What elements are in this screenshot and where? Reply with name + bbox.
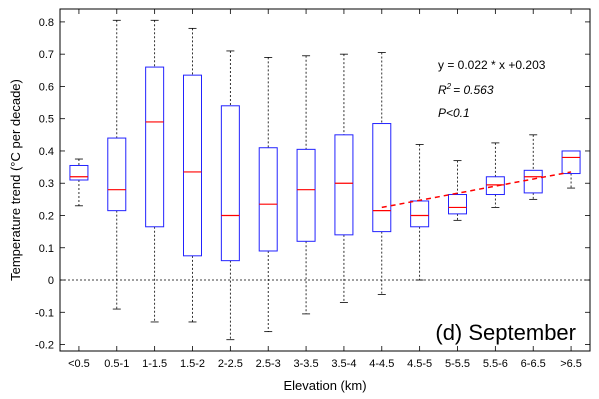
iqr-box bbox=[410, 200, 430, 228]
x-tick-label: 3.5-4 bbox=[331, 358, 356, 370]
box-4.5-5 bbox=[410, 144, 430, 281]
x-axis-label: Elevation (km) bbox=[283, 378, 366, 393]
y-tick-label: 0.1 bbox=[39, 243, 54, 255]
x-tick-label: 4.5-5 bbox=[407, 358, 432, 370]
panel-title: (d) September bbox=[435, 320, 576, 345]
iqr-box bbox=[69, 164, 89, 181]
box-1.5-2 bbox=[183, 27, 202, 323]
box-5-5.5 bbox=[448, 160, 467, 221]
x-tick-label: 3-3.5 bbox=[294, 358, 319, 370]
box-6-6.5 bbox=[523, 134, 543, 200]
x-tick-label: 1.5-2 bbox=[180, 358, 205, 370]
iqr-box bbox=[561, 150, 581, 175]
y-tick-label: -0.2 bbox=[35, 340, 54, 352]
x-tick-label: >6.5 bbox=[560, 358, 582, 370]
box->6.5 bbox=[561, 150, 581, 189]
box-5.5-6 bbox=[485, 142, 505, 208]
iqr-box bbox=[448, 194, 467, 215]
box-2.5-3 bbox=[258, 56, 278, 333]
x-tick-label: 5-5.5 bbox=[445, 358, 470, 370]
iqr-box bbox=[145, 66, 165, 228]
iqr-box bbox=[220, 105, 240, 262]
box-1-1.5 bbox=[145, 19, 165, 323]
iqr-box bbox=[296, 148, 316, 242]
y-tick-label: 0.2 bbox=[39, 210, 54, 222]
r-squared-value: = 0.563 bbox=[453, 83, 494, 97]
x-tick-label: 2.5-3 bbox=[256, 358, 281, 370]
x-tick-label: 6-6.5 bbox=[521, 358, 546, 370]
iqr-box bbox=[107, 137, 127, 212]
boxes-group bbox=[69, 19, 581, 341]
y-tick-label: 0.7 bbox=[39, 49, 54, 61]
iqr-box bbox=[485, 176, 505, 196]
y-tick-label: -0.1 bbox=[35, 307, 54, 319]
r-squared-superscript: 2 bbox=[446, 82, 452, 91]
iqr-box bbox=[258, 147, 278, 252]
r-squared-symbol: R bbox=[438, 83, 447, 97]
x-tick-label: 5.5-6 bbox=[483, 358, 508, 370]
box-0.5-1 bbox=[107, 19, 127, 310]
y-tick-label: 0.3 bbox=[39, 178, 54, 190]
y-tick-label: 0.6 bbox=[39, 81, 54, 93]
y-axis-label: Temperature trend (°C per decade) bbox=[8, 79, 23, 281]
regression-equation: y = 0.022 * x +0.203 bbox=[438, 58, 546, 72]
box-<0.5 bbox=[69, 158, 89, 207]
r-squared: R2 = 0.563 bbox=[438, 82, 494, 97]
x-tick-label: <0.5 bbox=[68, 358, 90, 370]
y-tick-label: 0.8 bbox=[39, 17, 54, 29]
box-3.5-4 bbox=[334, 53, 354, 304]
x-tick-label: 1-1.5 bbox=[142, 358, 167, 370]
x-tick-label: 0.5-1 bbox=[104, 358, 129, 370]
p-value: P<0.1 bbox=[438, 106, 470, 120]
box-4-4.5 bbox=[372, 52, 392, 295]
iqr-box bbox=[372, 123, 392, 233]
iqr-box bbox=[334, 134, 354, 236]
x-tick-label: 4-4.5 bbox=[369, 358, 394, 370]
box-3-3.5 bbox=[296, 55, 316, 315]
iqr-box bbox=[523, 169, 543, 194]
y-tick-label: 0.4 bbox=[39, 146, 54, 158]
x-tick-label: 2-2.5 bbox=[218, 358, 243, 370]
box-2-2.5 bbox=[220, 50, 240, 341]
y-tick-label: 0.5 bbox=[39, 114, 54, 126]
y-tick-label: 0 bbox=[48, 275, 54, 287]
iqr-box bbox=[183, 74, 202, 257]
x-axis-ticks: <0.5 0.5-1 1-1.5 1.5-2 2-2.5 2.5-3 3-3.5 3.5-4 4… bbox=[68, 9, 582, 370]
